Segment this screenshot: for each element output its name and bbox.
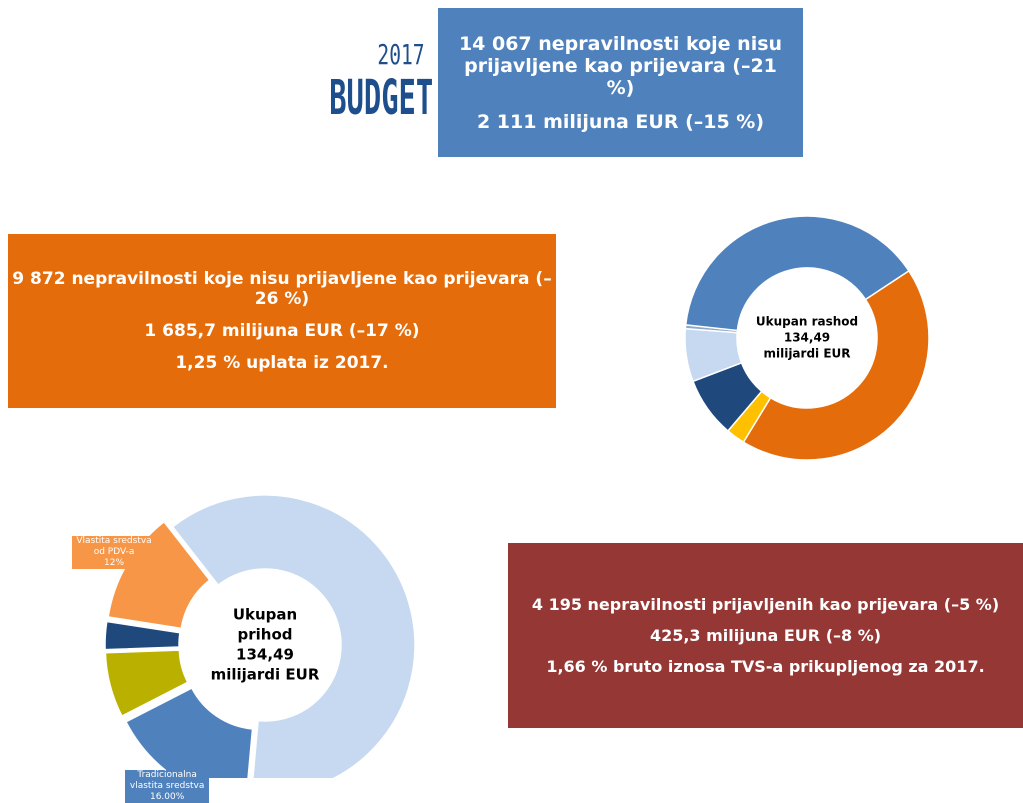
- box-line: 4 195 nepravilnosti prijavljenih kao pri…: [531, 595, 1000, 614]
- donut-segment: [171, 494, 416, 778]
- donut-segment: [104, 620, 181, 651]
- center-text: 134,49: [784, 331, 830, 345]
- segment-name: Tradicionalna vlastita sredstva: [129, 770, 205, 792]
- logo-year: 2017: [377, 38, 425, 71]
- segment-label: Tradicionalna vlastita sredstva 16.00%: [125, 770, 210, 803]
- donut-segment: [104, 649, 189, 718]
- page: 2017 BUDGET 14 067 nepravilnosti koje ni…: [8, 8, 1023, 803]
- logo-word: BUDGET: [329, 70, 434, 126]
- box-line: 1 685,7 milijuna EUR (–17 %): [144, 321, 420, 341]
- segment-value: 16.00%: [149, 792, 185, 803]
- box-line: 9 872 nepravilnosti koje nisu prijavljen…: [12, 269, 552, 309]
- box-line: 1,25 % uplata iz 2017.: [175, 353, 389, 373]
- segment-label: Vlastita sredstva od PDV-a 12%: [72, 536, 157, 570]
- box-line: 2 111 milijuna EUR (–15 %): [476, 110, 765, 133]
- donut-segment: [107, 520, 211, 630]
- info-box: 4 195 nepravilnosti prijavljenih kao pri…: [508, 543, 1023, 728]
- donut-segment: [742, 269, 930, 461]
- center-text: milijardi EUR: [211, 666, 320, 684]
- donut-segment: [124, 687, 254, 778]
- segment-name: Vlastita sredstva od PDV-a: [76, 536, 152, 558]
- box-line: 1,66 % bruto iznosa TVS-a prikupljenog z…: [546, 657, 985, 676]
- center-text: milijardi EUR: [763, 347, 850, 361]
- center-text: 134,49: [236, 646, 294, 664]
- charts: Ukupan rashod 134,49 milijardi EUR Ukupan pr…: [104, 215, 930, 778]
- segment-value: 12%: [104, 558, 125, 569]
- donut-segment: [684, 215, 910, 332]
- info-box: 14 067 nepravilnosti koje nisu prijavlje…: [438, 8, 803, 157]
- box-line: 14 067 nepravilnosti koje nisu prijavlje…: [458, 32, 783, 99]
- center-text: Ukupan: [233, 606, 297, 624]
- center-text: prihod: [238, 626, 293, 644]
- center-text: Ukupan rashod: [756, 315, 858, 329]
- box-line: 425,3 milijuna EUR (–8 %): [649, 626, 882, 645]
- info-box: 9 872 nepravilnosti koje nisu prijavljen…: [8, 234, 556, 408]
